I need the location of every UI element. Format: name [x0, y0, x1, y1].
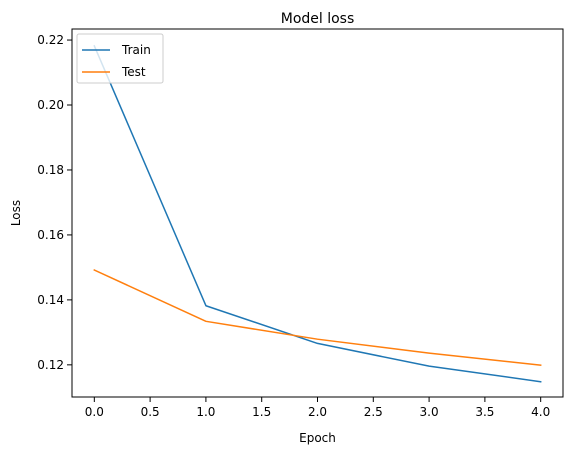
series-line-train — [93, 44, 542, 383]
x-tick-label: 3.5 — [475, 405, 494, 419]
x-tick-label: 2.0 — [308, 405, 327, 419]
chart-title: Model loss — [281, 11, 355, 27]
y-tick-label: 0.12 — [37, 358, 64, 372]
legend: Train Test — [76, 33, 164, 84]
series-layer — [93, 44, 542, 383]
y-tick-label: 0.20 — [37, 98, 64, 112]
y-tick-label: 0.22 — [37, 33, 64, 47]
x-tick-label: 0.0 — [85, 405, 104, 419]
legend-label-test: Test — [121, 65, 146, 79]
y-tick-label: 0.16 — [37, 228, 64, 242]
legend-box — [76, 33, 164, 84]
y-axis: 0.12 0.14 0.16 0.18 0.20 0.22 — [37, 33, 72, 372]
x-tick-label: 1.0 — [196, 405, 215, 419]
x-tick-label: 2.5 — [364, 405, 383, 419]
x-tick-label: 0.5 — [141, 405, 160, 419]
x-axis-label: Epoch — [299, 431, 336, 445]
x-tick-label: 4.0 — [531, 405, 550, 419]
y-axis-label: Loss — [9, 200, 23, 226]
series-line-test — [93, 269, 542, 366]
x-tick-label: 1.5 — [252, 405, 271, 419]
y-tick-label: 0.18 — [37, 163, 64, 177]
x-tick-label: 3.0 — [420, 405, 439, 419]
legend-label-train: Train — [121, 43, 151, 57]
x-axis: 0.0 0.5 1.0 1.5 2.0 2.5 3.0 3.5 4.0 — [85, 397, 550, 419]
y-tick-label: 0.14 — [37, 293, 64, 307]
